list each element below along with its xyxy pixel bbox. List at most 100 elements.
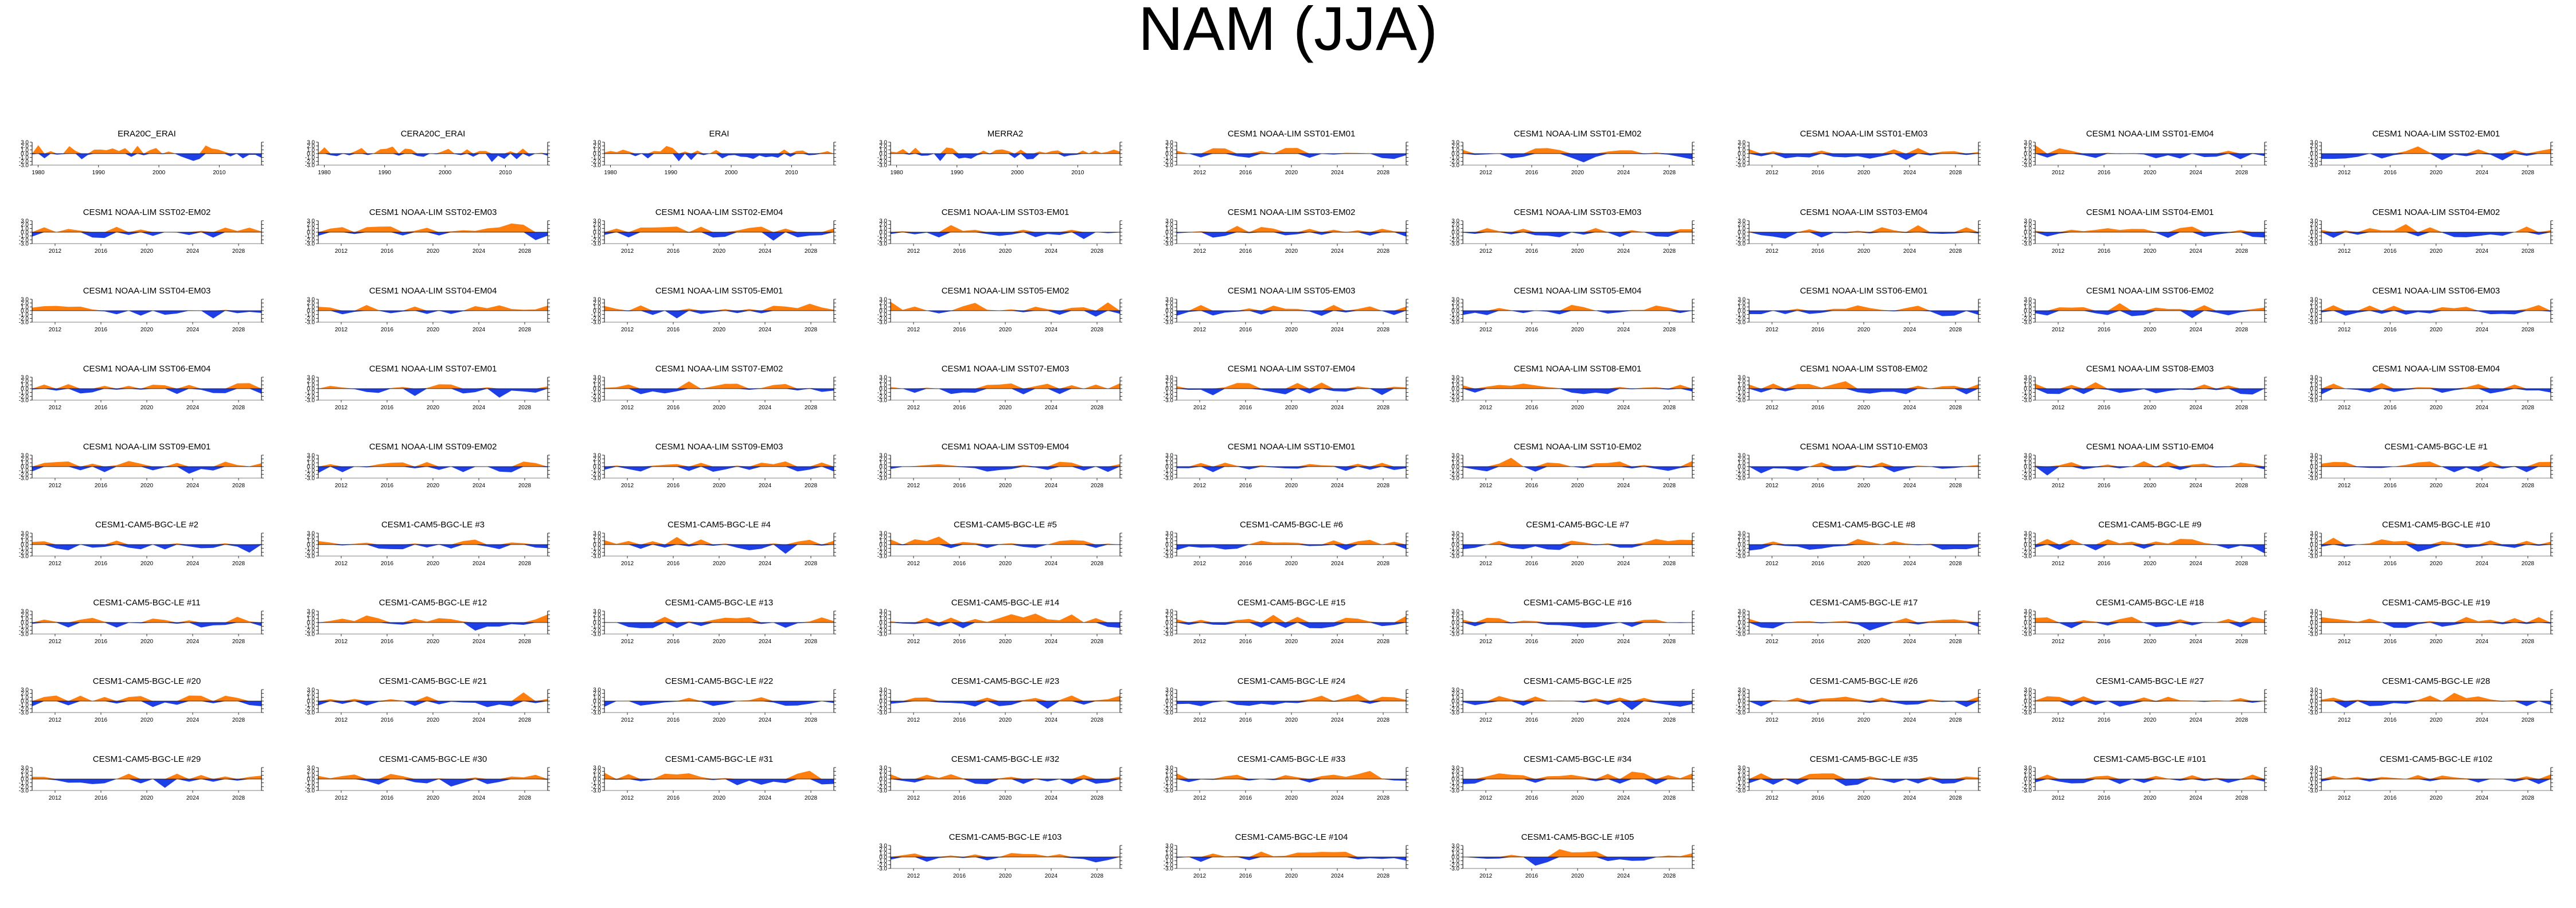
x-tick-label: 2016 (953, 483, 966, 489)
y-tick-label: -1.0 (2022, 312, 2032, 318)
y-tick-label: 0.0 (2024, 230, 2032, 236)
y-tick-label: 2.0 (2310, 143, 2318, 150)
x-tick-label: 2020 (2430, 405, 2443, 411)
y-tick-label: 0.0 (879, 620, 887, 627)
x-tick-label: 2020 (427, 639, 440, 645)
panel-27: CESM1 NOAA-LIM SST06-EM04 3.02.01.00.0-1.… (19, 364, 264, 411)
y-tick-label: 0.0 (2310, 699, 2318, 705)
x-tick-label: 2012 (1480, 561, 1493, 567)
y-tick-label: 3.0 (2310, 297, 2318, 303)
x-tick-label: 2024 (1903, 483, 1917, 489)
y-tick-label: 2.0 (2024, 612, 2032, 619)
y-tick-label: 0.0 (307, 151, 315, 158)
positive-area (1177, 539, 1406, 545)
positive-area (318, 461, 548, 467)
panel-title: CESM1 NOAA-LIM SST06-EM01 (1800, 286, 1928, 296)
y-tick-label: -2.0 (1736, 472, 1746, 478)
y-tick-label: 1.0 (21, 147, 29, 154)
y-tick-label: -1.0 (1736, 312, 1746, 318)
y-tick-label: 1.0 (2024, 538, 2032, 545)
x-tick-label: 2016 (95, 327, 108, 333)
y-tick-label: -1.0 (1450, 233, 1460, 240)
x-tick-label: 2012 (907, 327, 920, 333)
x-tick-label: 2028 (1949, 639, 1962, 645)
negative-area (1463, 623, 1692, 628)
x-tick-label: 2012 (1766, 483, 1779, 489)
x-tick-label: 2012 (2338, 561, 2351, 567)
x-tick-label: 2024 (186, 405, 200, 411)
positive-area (604, 226, 834, 232)
y-tick-label: -3.0 (1164, 163, 1174, 169)
x-tick-label: 2028 (2235, 405, 2249, 411)
x-tick-label: 2020 (140, 717, 154, 723)
y-tick-label: 2.0 (879, 847, 887, 853)
y-tick-label: 3.0 (1738, 218, 1746, 225)
y-tick-label: 1.0 (1451, 226, 1459, 232)
y-tick-label: -1.0 (2022, 155, 2032, 161)
negative-area (1749, 389, 1978, 394)
negative-area (318, 389, 548, 398)
y-tick-label: 2.0 (1165, 222, 1173, 228)
y-tick-label: -3.0 (877, 710, 888, 717)
y-tick-label: 1.0 (879, 773, 887, 779)
y-tick-label: -2.0 (1164, 706, 1174, 713)
panel-63: CESM1-CAM5-BGC-LE #20 3.02.01.00.0-1.0-2.… (19, 676, 264, 723)
y-tick-label: 2.0 (307, 769, 315, 775)
x-tick-label: 2012 (1766, 405, 1779, 411)
x-tick-label: 2012 (2338, 795, 2351, 801)
y-tick-label: 0.0 (1738, 308, 1746, 315)
panel-66: CESM1-CAM5-BGC-LE #23 3.02.01.00.0-1.0-2.… (877, 676, 1122, 723)
x-tick-label: 2016 (953, 327, 966, 333)
y-tick-label: 3.0 (307, 609, 315, 615)
positive-area (1749, 462, 1978, 467)
y-tick-label: 0.0 (307, 542, 315, 549)
negative-area (1463, 857, 1692, 866)
y-tick-label: -1.0 (1736, 546, 1746, 552)
y-tick-label: -2.0 (2022, 159, 2032, 165)
y-tick-label: 0.0 (1451, 620, 1459, 627)
x-tick-label: 2016 (1239, 639, 1252, 645)
x-tick-label: 2012 (2338, 405, 2351, 411)
x-tick-label: 2028 (518, 327, 532, 333)
y-tick-label: 2.0 (879, 378, 887, 385)
y-tick-label: 0.0 (307, 308, 315, 315)
x-tick-label: 2028 (1949, 717, 1962, 723)
y-tick-label: -3.0 (1450, 241, 1460, 248)
y-tick-label: 1.0 (1451, 695, 1459, 701)
x-tick-label: 2028 (232, 639, 245, 645)
x-tick-label: 2020 (1571, 873, 1584, 879)
y-tick-label: -2.0 (2308, 394, 2319, 400)
panel-title: CESM1-CAM5-BGC-LE #28 (2382, 676, 2490, 686)
panel-28: CESM1 NOAA-LIM SST07-EM01 3.02.01.00.0-1.… (305, 364, 550, 411)
y-tick-label: -2.0 (2022, 784, 2032, 790)
x-tick-label: 2028 (2235, 483, 2249, 489)
y-tick-label: -3.0 (305, 241, 315, 248)
panel-title: CESM1 NOAA-LIM SST02-EM01 (2372, 129, 2500, 139)
x-tick-label: 2012 (1480, 405, 1493, 411)
y-tick-label: -3.0 (305, 788, 315, 794)
panel-55: CESM1-CAM5-BGC-LE #12 3.02.01.00.0-1.0-2.… (305, 598, 550, 645)
panel-56: CESM1-CAM5-BGC-LE #13 3.02.01.00.0-1.0-2.… (591, 598, 836, 645)
y-tick-label: 3.0 (1165, 375, 1173, 381)
y-tick-label: 2.0 (1165, 847, 1173, 853)
y-tick-label: -1.0 (1736, 780, 1746, 786)
y-tick-label: 3.0 (307, 453, 315, 459)
y-tick-label: -3.0 (877, 320, 888, 326)
y-tick-label: 1.0 (1165, 616, 1173, 623)
y-tick-label: -3.0 (19, 788, 29, 794)
y-tick-label: 0.0 (1738, 386, 1746, 393)
x-tick-label: 2016 (381, 483, 394, 489)
x-tick-label: 2012 (335, 483, 348, 489)
y-tick-label: -3.0 (1164, 554, 1174, 560)
x-tick-label: 2024 (759, 717, 772, 723)
negative-area (2321, 232, 2551, 238)
y-tick-label: 1.0 (21, 538, 29, 545)
x-tick-label: 2020 (999, 795, 1012, 801)
y-tick-label: 0.0 (2024, 620, 2032, 627)
y-tick-label: -1.0 (1736, 155, 1746, 161)
y-tick-label: -3.0 (19, 241, 29, 248)
panel-title: CESM1-CAM5-BGC-LE #6 (1240, 520, 1343, 530)
x-tick-label: 1980 (604, 170, 617, 176)
x-tick-label: 2016 (2098, 639, 2111, 645)
y-tick-label: 0.0 (307, 464, 315, 471)
